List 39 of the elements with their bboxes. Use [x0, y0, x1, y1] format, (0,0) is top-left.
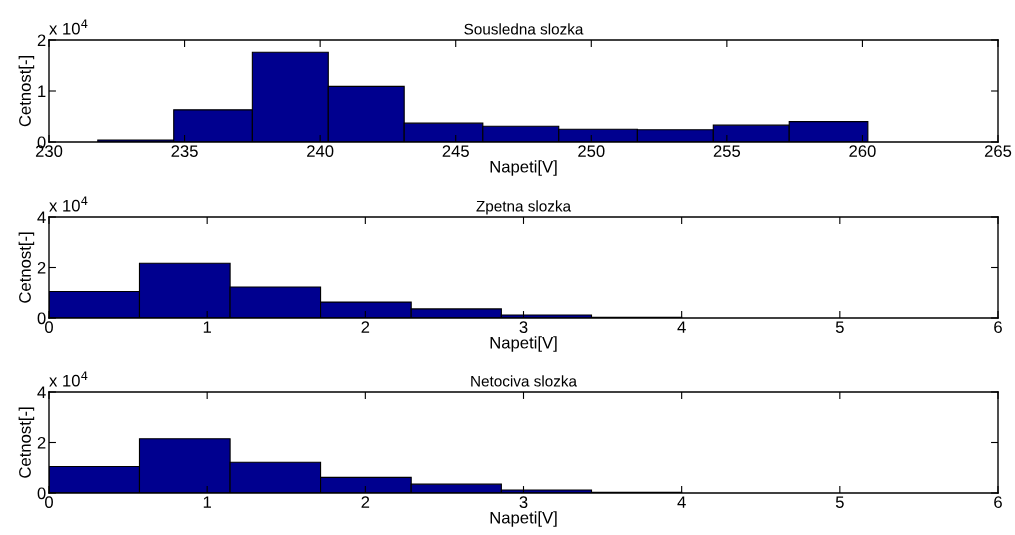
chart-title: Zpetna slozka: [476, 200, 572, 215]
x-tick-label: 250: [578, 145, 605, 158]
x-tick-label: 245: [442, 145, 469, 158]
x-tick-label: 1: [203, 321, 211, 333]
x-tick-label: 265: [984, 145, 1012, 158]
x-tick-label: 255: [713, 145, 741, 158]
x-axis-title: Napeti[V]: [490, 511, 557, 527]
x-tick-label: 240: [307, 145, 334, 158]
x-tick-label: 3: [519, 496, 528, 509]
x-tick-label: 6: [994, 321, 1002, 334]
y-tick-label: 2: [37, 34, 46, 47]
x-tick-label: 2: [361, 496, 370, 508]
text: x 10$^{4}$: [49, 196, 88, 212]
x-tick-label: 6: [994, 496, 1002, 509]
x-tick-label: 3: [519, 321, 528, 334]
text: x 10$^{4}$: [49, 371, 88, 387]
y-tick-label: 2: [37, 436, 46, 449]
y-axis-title: Cetnost[-]: [18, 232, 35, 303]
x-axis-title: Napeti[V]: [490, 336, 557, 352]
y-tick-label: 0: [37, 487, 46, 500]
x-tick-label: 235: [171, 145, 198, 158]
x-tick-label: 5: [835, 496, 844, 509]
text: x 10$^{4}$: [49, 19, 88, 35]
y-axis-title: Cetnost[-]: [18, 407, 35, 478]
x-axis-title: Napeti[V]: [490, 160, 557, 176]
x-tick-label: 260: [849, 145, 876, 158]
x-tick-label: 1: [203, 496, 211, 508]
y-tick-label: 1: [38, 85, 46, 98]
x-tick-label: 4: [677, 321, 686, 333]
x-tick-label: 2: [361, 321, 370, 333]
chart-title: Netociva slozka: [471, 375, 577, 387]
y-tick-label: 4: [37, 386, 46, 399]
x-tick-label: 4: [677, 496, 686, 508]
x-tick-label: 5: [835, 321, 844, 334]
y-tick-label: 0: [37, 312, 46, 325]
y-tick-label: 4: [37, 211, 46, 224]
chart-title: Sousledna slozka: [464, 23, 584, 35]
y-axis-title: Cetnost[-]: [18, 56, 35, 127]
y-tick-label: 2: [37, 261, 46, 274]
